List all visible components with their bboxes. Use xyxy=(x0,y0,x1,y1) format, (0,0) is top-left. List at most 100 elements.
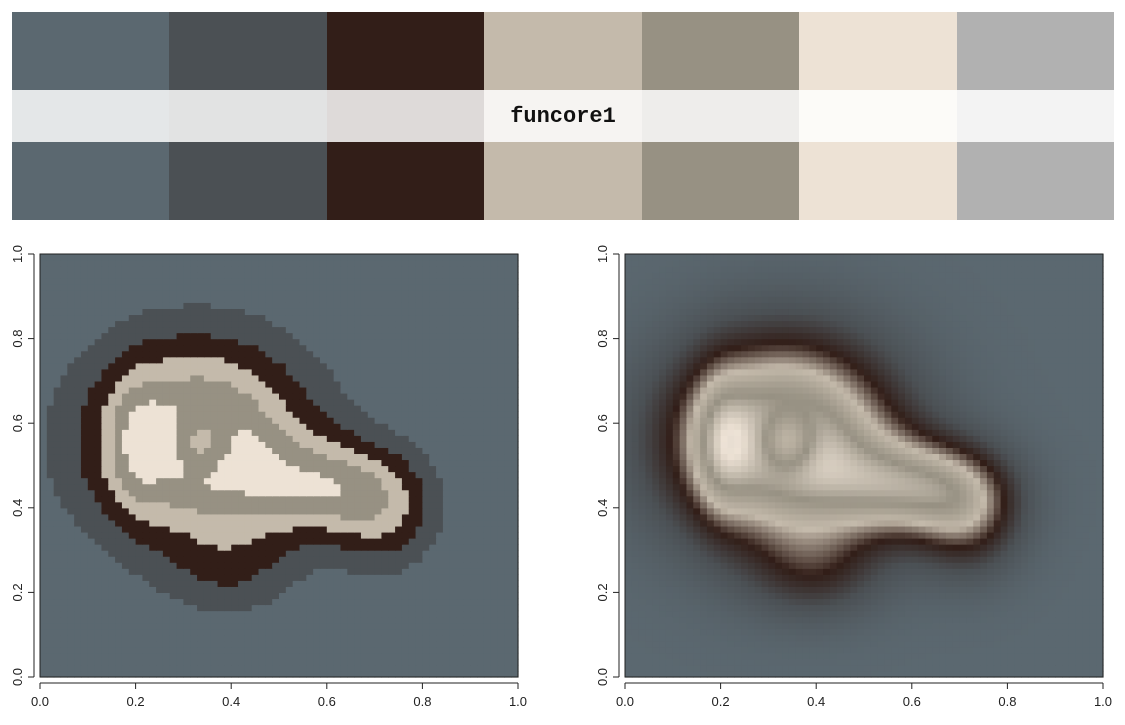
heatmap-cell xyxy=(340,556,348,563)
heatmap-cell xyxy=(470,664,478,672)
heatmap-cell xyxy=(333,350,342,358)
heatmap-cell xyxy=(60,290,68,297)
heatmap-cell xyxy=(429,356,437,364)
heatmap-cell xyxy=(121,302,130,309)
heatmap-cell xyxy=(74,278,82,285)
heatmap-cell xyxy=(60,441,68,448)
heatmap-cell xyxy=(128,622,137,630)
heatmap-cell xyxy=(217,332,225,340)
heatmap-cell xyxy=(210,453,219,461)
heatmap-cell xyxy=(190,556,198,563)
heatmap-cell xyxy=(231,507,239,515)
heatmap-cell xyxy=(197,610,205,618)
heatmap-cell xyxy=(238,447,246,455)
heatmap-cell xyxy=(258,405,266,412)
heatmap-cell xyxy=(169,658,178,666)
heatmap-cell xyxy=(436,544,444,551)
heatmap-cell xyxy=(463,411,471,418)
heatmap-cell xyxy=(60,453,68,461)
heatmap-cell xyxy=(121,332,130,340)
heatmap-cell xyxy=(360,411,369,418)
heatmap-cell xyxy=(436,652,444,660)
heatmap-cell xyxy=(46,429,55,436)
heatmap-cell xyxy=(326,525,335,533)
heatmap-cell xyxy=(395,302,403,309)
heatmap-cell xyxy=(470,266,478,273)
heatmap-cell xyxy=(265,519,273,527)
heatmap-cell xyxy=(367,634,376,642)
heatmap-cell xyxy=(224,550,232,557)
heatmap-cell xyxy=(67,254,75,261)
heatmap-cell xyxy=(313,260,321,267)
heatmap-cell xyxy=(884,670,892,678)
heatmap-cell xyxy=(121,616,130,624)
heatmap-cell xyxy=(415,314,423,322)
heatmap-cell xyxy=(46,308,55,316)
heatmap-cell xyxy=(504,531,512,539)
heatmap-cell xyxy=(408,338,417,346)
heatmap-cell xyxy=(511,604,519,612)
heatmap-cell xyxy=(497,592,505,600)
heatmap-cell xyxy=(101,634,109,642)
heatmap-cell xyxy=(340,640,348,648)
heatmap-cell xyxy=(238,507,246,515)
heatmap-cell xyxy=(497,495,505,503)
heatmap-cell xyxy=(156,380,164,388)
heatmap-cell xyxy=(436,562,444,569)
heatmap-cell xyxy=(299,538,307,545)
heatmap-cell xyxy=(46,338,55,346)
heatmap-cell xyxy=(422,374,430,382)
heatmap-cell xyxy=(415,284,423,291)
heatmap-cell xyxy=(490,477,499,485)
heatmap-cell xyxy=(87,483,96,491)
heatmap-cell xyxy=(415,574,423,581)
heatmap-cell xyxy=(449,429,458,436)
heatmap-cell xyxy=(251,604,260,612)
heatmap-cell xyxy=(456,423,464,430)
heatmap-cell xyxy=(149,284,157,291)
heatmap-cell xyxy=(388,423,396,430)
heatmap-cell xyxy=(46,392,55,400)
heatmap-cell xyxy=(429,640,437,648)
heatmap-cell xyxy=(80,525,89,533)
heatmap-cell xyxy=(463,296,471,303)
heatmap-cell xyxy=(46,586,55,593)
heatmap-cell xyxy=(238,266,246,273)
heatmap-cell xyxy=(162,544,171,551)
heatmap-cell xyxy=(299,429,307,436)
heatmap-cell xyxy=(354,622,362,630)
heatmap-cell xyxy=(463,483,471,491)
heatmap-cell xyxy=(190,580,198,587)
heatmap-cell xyxy=(217,302,225,309)
heatmap-cell xyxy=(306,417,314,424)
heatmap-cell xyxy=(265,525,273,533)
heatmap-cell xyxy=(470,302,478,309)
heatmap-cell xyxy=(60,568,68,575)
heatmap-cell xyxy=(511,664,519,672)
heatmap-cell xyxy=(456,544,464,551)
heatmap-cell xyxy=(436,519,444,527)
heatmap-cell xyxy=(429,525,437,533)
heatmap-cell xyxy=(94,483,103,491)
heatmap-cell xyxy=(511,489,519,497)
heatmap-cell xyxy=(190,344,198,352)
heatmap-cell xyxy=(46,332,55,340)
heatmap-cell xyxy=(224,477,232,485)
heatmap-cell xyxy=(183,380,191,388)
heatmap-cell xyxy=(306,471,314,479)
heatmap-cell xyxy=(401,411,410,418)
heatmap-cell xyxy=(279,447,287,455)
heatmap-cell xyxy=(190,399,198,406)
heatmap-cell xyxy=(354,592,362,600)
heatmap-cell xyxy=(135,586,144,593)
heatmap-cell xyxy=(176,646,184,654)
heatmap-cell xyxy=(326,423,335,430)
heatmap-cell xyxy=(477,453,485,461)
heatmap-cell xyxy=(299,550,307,557)
heatmap-cell xyxy=(74,628,82,636)
heatmap-cell xyxy=(483,260,492,267)
heatmap-cell xyxy=(53,447,62,455)
heatmap-cell xyxy=(40,670,48,678)
heatmap-cell xyxy=(169,550,178,557)
heatmap-cell xyxy=(504,658,512,666)
